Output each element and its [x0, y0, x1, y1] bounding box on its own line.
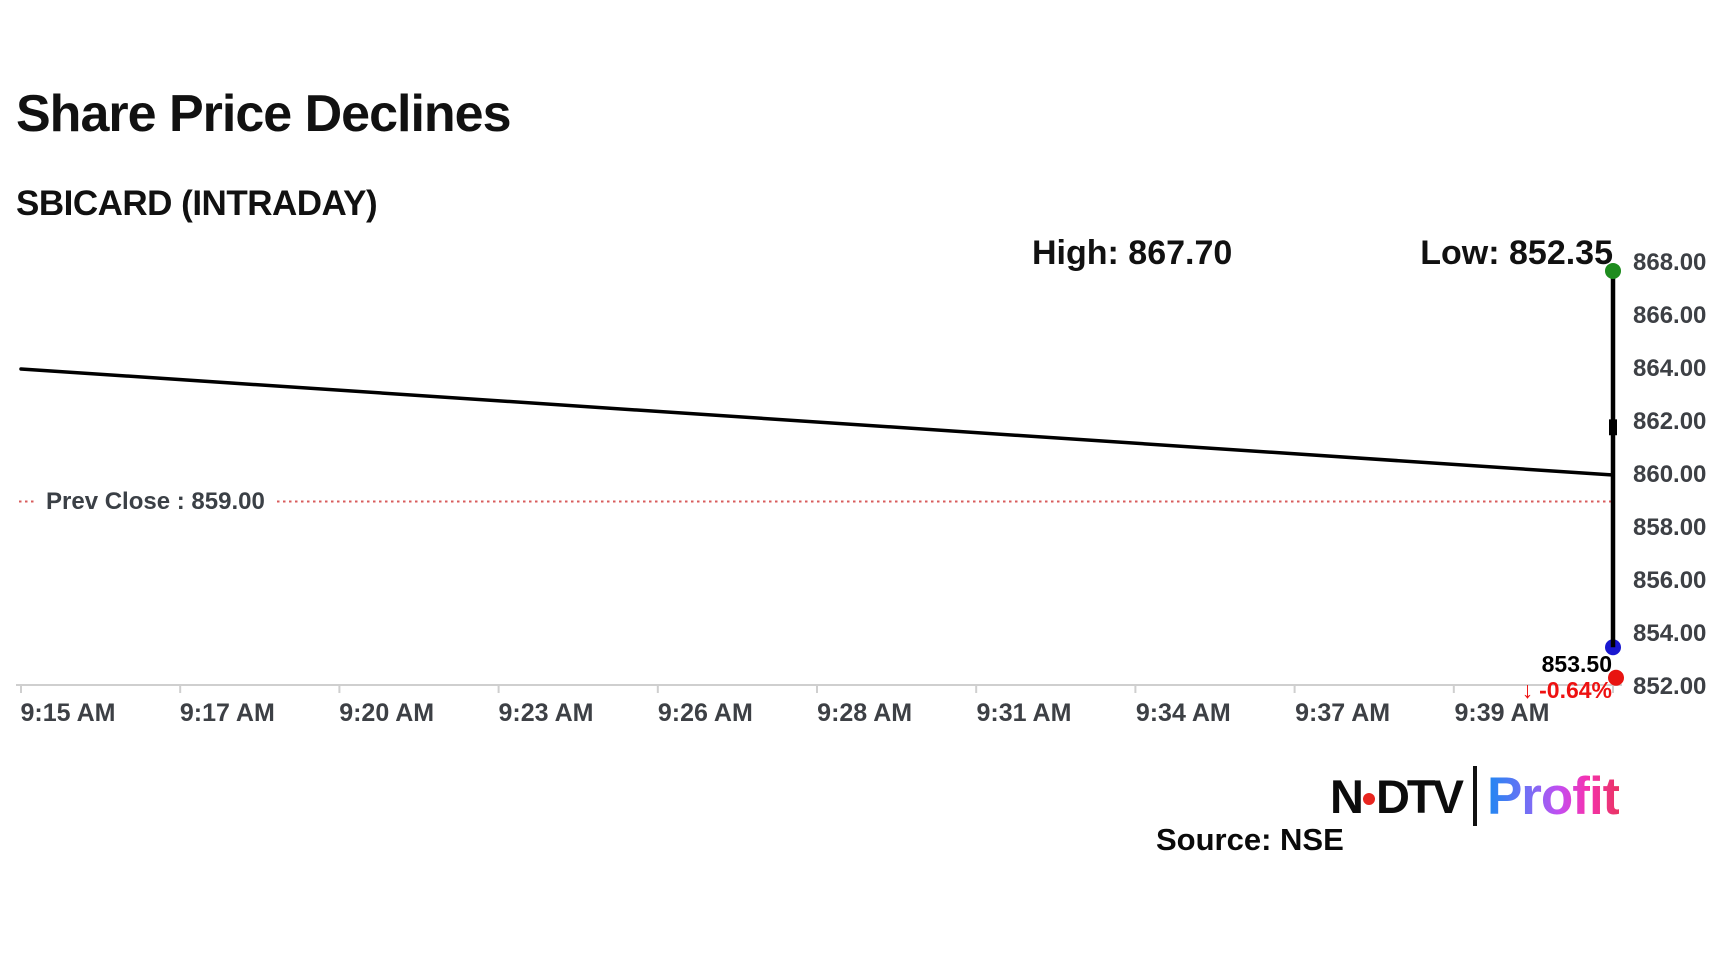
low-dot [1608, 669, 1624, 686]
source-label: Source: NSE [1156, 822, 1344, 857]
x-tick-label: 9:34 AM [1135, 699, 1231, 727]
change-percent-label: -0.64% [1539, 677, 1612, 703]
y-tick-label: 862.00 [1633, 408, 1707, 435]
logo-divider [1472, 766, 1477, 826]
y-tick-label: 864.00 [1633, 355, 1707, 382]
ndtv-letter-n: N [1330, 769, 1364, 823]
ndtv-wordmark: N DTV [1330, 769, 1464, 823]
x-tick-label: 9:37 AM [1295, 699, 1391, 727]
low-value-label: Low: 852.35 [1420, 234, 1613, 272]
down-arrow-icon: ↓ [1521, 677, 1534, 703]
ndtv-red-dot-icon [1362, 793, 1375, 805]
y-tick-label: 854.00 [1633, 620, 1707, 647]
y-tick-label: 852.00 [1633, 673, 1707, 700]
high-dot [1605, 262, 1621, 279]
y-tick-label: 858.00 [1633, 514, 1707, 541]
ndtv-letters-dtv: DTV [1375, 769, 1464, 823]
x-tick-label: 9:20 AM [339, 699, 435, 727]
x-tick-label: 9:39 AM [1454, 699, 1550, 727]
x-tick-label: 9:31 AM [976, 699, 1072, 727]
last-price-label: 853.50 [1541, 651, 1612, 677]
x-tick-label: 9:15 AM [20, 699, 116, 727]
ndtv-profit-logo: N DTV Profit [1330, 764, 1620, 828]
change-badge: ↓ -0.64% [1522, 677, 1612, 704]
y-tick-label: 868.00 [1633, 249, 1707, 276]
page-title: Share Price Declines [16, 85, 512, 143]
page-subtitle: SBICARD (INTRADAY) [16, 184, 378, 223]
price-line [19, 367, 1615, 477]
high-value-label: High: 867.70 [1032, 234, 1233, 272]
y-tick-label: 866.00 [1633, 302, 1707, 329]
x-tick-label: 9:17 AM [179, 699, 275, 727]
y-tick-label: 856.00 [1633, 567, 1707, 594]
profit-wordmark: Profit [1486, 766, 1620, 826]
x-tick-label: 9:23 AM [498, 699, 594, 727]
prev-close-label: Prev Close : 859.00 [37, 486, 274, 518]
x-tick-label: 9:26 AM [657, 699, 753, 727]
x-tick-label: 9:28 AM [817, 699, 913, 727]
y-tick-label: 860.00 [1633, 461, 1707, 488]
